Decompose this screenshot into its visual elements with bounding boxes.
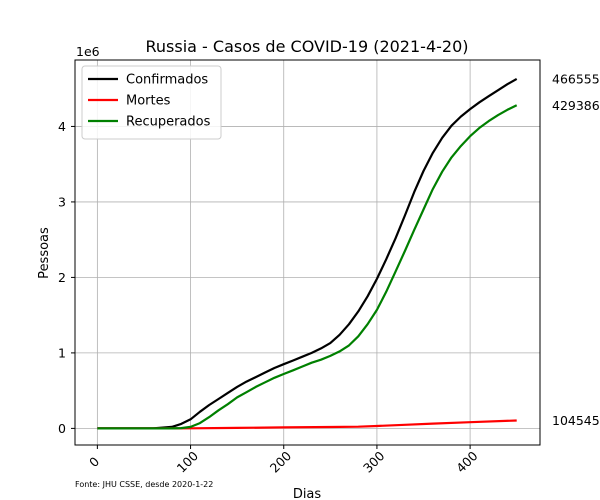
y-axis-label: Pessoas: [37, 227, 52, 279]
legend-label-mortes: Mortes: [126, 94, 171, 109]
y-tick-label: 4: [58, 119, 66, 134]
grid-lines: [75, 60, 540, 445]
chart-title: Russia - Casos de COVID-19 (2021-4-20): [146, 37, 469, 56]
x-axis-label: Dias: [293, 487, 322, 500]
y-tick-label: 1: [58, 345, 66, 360]
series-line-recuperados: [97, 104, 518, 430]
y-tick-label: 2: [58, 270, 66, 285]
series-line-confirmados: [97, 77, 518, 430]
series-lines: [97, 77, 518, 430]
y-tick-label: 3: [58, 194, 66, 209]
legend-label-recuperados: Recuperados: [126, 115, 211, 130]
end-label-mortes: 104545: [552, 413, 600, 428]
end-value-labels: 466555 104545 429386: [552, 71, 600, 428]
y-tick-label: 0: [58, 421, 66, 436]
plot-frame: [74, 59, 541, 446]
legend: Confirmados Mortes Recuperados: [81, 65, 222, 140]
end-label-confirmados: 466555: [552, 71, 600, 86]
end-label-recuperados: 429386: [552, 98, 600, 113]
legend-label-confirmados: Confirmados: [126, 73, 208, 88]
y-exponent-label: 1e6: [76, 44, 100, 59]
source-note: Fonte: JHU CSSE, desde 2020-1-22: [75, 480, 213, 489]
